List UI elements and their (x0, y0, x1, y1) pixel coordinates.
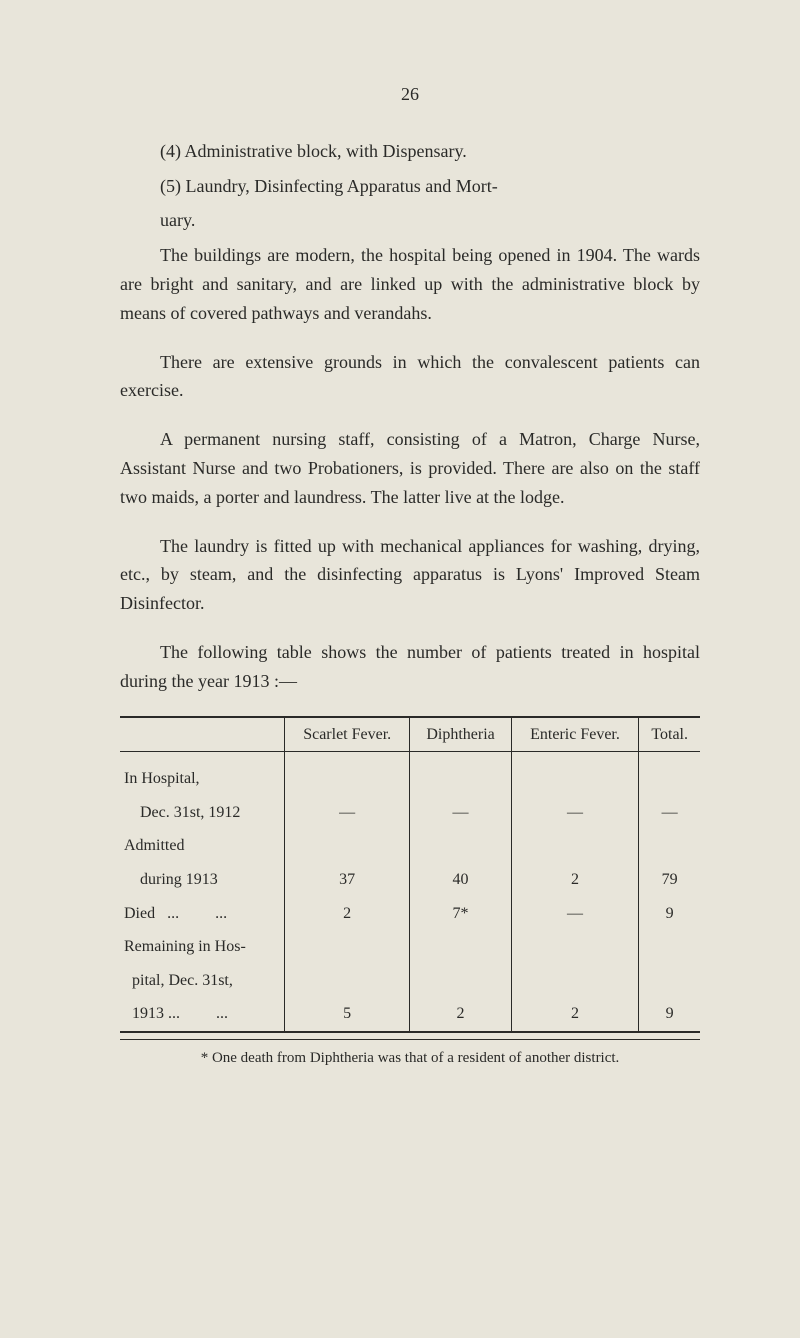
row-cell: 79 (639, 863, 700, 897)
row-cell: 2 (511, 997, 639, 1032)
row-cell: — (284, 796, 410, 830)
page-number: 26 (120, 80, 700, 109)
row-cell (511, 964, 639, 998)
row-cell (511, 762, 639, 796)
table-header-row: Scarlet Fever. Diphtheria Enteric Fever.… (120, 717, 700, 752)
document-page: 26 (4) Administrative block, with Dispen… (0, 0, 800, 1338)
row-cell: — (511, 897, 639, 931)
row-label: 1913 ... ... (120, 997, 284, 1032)
row-cell: 9 (639, 897, 700, 931)
list-item-4: (4) Administrative block, with Dispensar… (160, 137, 700, 166)
row-cell (639, 829, 700, 863)
row-cell: — (410, 796, 511, 830)
row-cell (410, 762, 511, 796)
paragraph-3: A permanent nursing staff, consisting of… (120, 425, 700, 511)
row-cell: — (639, 796, 700, 830)
row-cell (410, 964, 511, 998)
row-label: Remaining in Hos- (120, 930, 284, 964)
row-label: Admitted (120, 829, 284, 863)
row-cell (639, 930, 700, 964)
row-cell (410, 829, 511, 863)
row-label: during 1913 (120, 863, 284, 897)
header-blank (120, 717, 284, 752)
row-cell: 9 (639, 997, 700, 1032)
row-cell: 40 (410, 863, 511, 897)
row-cell: 7* (410, 897, 511, 931)
header-total: Total. (639, 717, 700, 752)
row-label: Dec. 31st, 1912 (120, 796, 284, 830)
row-cell (639, 964, 700, 998)
row-cell: 37 (284, 863, 410, 897)
table-row: Dec. 31st, 1912 — — — — (120, 796, 700, 830)
table-row: 1913 ... ... 5 2 2 9 (120, 997, 700, 1032)
row-cell (639, 762, 700, 796)
row-cell: 2 (284, 897, 410, 931)
paragraph-5: The following table shows the number of … (120, 638, 700, 696)
row-cell (284, 930, 410, 964)
row-cell (284, 829, 410, 863)
row-label: In Hospital, (120, 762, 284, 796)
hospital-table: Scarlet Fever. Diphtheria Enteric Fever.… (120, 716, 700, 1033)
table-row: Admitted (120, 829, 700, 863)
row-cell (284, 762, 410, 796)
header-enteric: Enteric Fever. (511, 717, 639, 752)
table-row: pital, Dec. 31st, (120, 964, 700, 998)
table-row: Remaining in Hos- (120, 930, 700, 964)
paragraph-4: The laundry is fitted up with mechanical… (120, 532, 700, 618)
row-cell: 2 (410, 997, 511, 1032)
paragraph-1: The buildings are modern, the hospital b… (120, 241, 700, 327)
row-cell (511, 930, 639, 964)
header-scarlet: Scarlet Fever. (284, 717, 410, 752)
row-cell: — (511, 796, 639, 830)
list-item-5a: (5) Laundry, Disinfecting Apparatus and … (160, 172, 700, 201)
list-item-5b: uary. (160, 206, 700, 235)
row-cell (410, 930, 511, 964)
row-cell: 5 (284, 997, 410, 1032)
row-cell: 2 (511, 863, 639, 897)
footnote: * One death from Diphtheria was that of … (120, 1039, 700, 1070)
header-diphtheria: Diphtheria (410, 717, 511, 752)
table-row: In Hospital, (120, 762, 700, 796)
paragraph-2: There are extensive grounds in which the… (120, 348, 700, 406)
row-label: pital, Dec. 31st, (120, 964, 284, 998)
row-label: Died ... ... (120, 897, 284, 931)
row-cell (511, 829, 639, 863)
table-row: Died ... ... 2 7* — 9 (120, 897, 700, 931)
row-cell (284, 964, 410, 998)
table-row: during 1913 37 40 2 79 (120, 863, 700, 897)
